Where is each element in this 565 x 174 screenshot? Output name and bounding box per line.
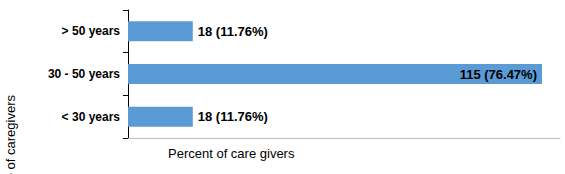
svg-text:115 (76.47%): 115 (76.47%) — [460, 67, 537, 82]
svg-text:Age of caregivers: Age of caregivers — [3, 95, 18, 174]
svg-text:> 50 years: > 50 years — [62, 24, 121, 38]
svg-text:Percent of care givers: Percent of care givers — [168, 146, 295, 161]
svg-text:18 (11.76%): 18 (11.76%) — [198, 109, 268, 124]
svg-text:18 (11.76%): 18 (11.76%) — [198, 24, 268, 39]
svg-text:30 - 50 years: 30 - 50 years — [48, 67, 120, 81]
svg-text:< 30 years: < 30 years — [62, 110, 121, 124]
